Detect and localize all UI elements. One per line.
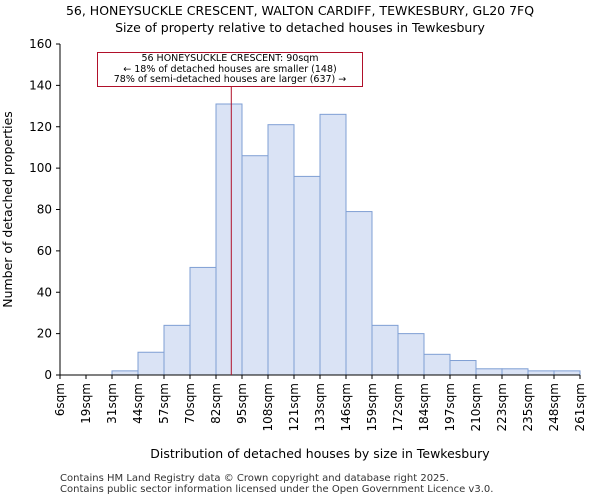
x-tick-label: 57sqm (157, 383, 171, 424)
x-tick-label: 108sqm (261, 383, 275, 431)
histogram-bar (111, 370, 139, 376)
y-tick-label: 20 (37, 327, 52, 341)
x-tick-label: 82sqm (209, 383, 223, 424)
histogram-bar (137, 351, 165, 376)
y-axis-label: Number of detached properties (0, 111, 15, 308)
y-tick-label: 140 (29, 78, 52, 92)
x-tick-label: 70sqm (183, 383, 197, 424)
x-tick-label: 197sqm (443, 383, 457, 431)
x-tick-label: 223sqm (495, 383, 509, 431)
histogram-bar (163, 324, 191, 376)
x-tick-label: 95sqm (235, 383, 249, 424)
histogram-bar (553, 370, 581, 376)
x-axis-label: Distribution of detached houses by size … (150, 446, 490, 461)
x-tick-label: 6sqm (53, 383, 67, 416)
footer-line-1: Contains HM Land Registry data © Crown c… (60, 473, 449, 484)
y-tick-label: 80 (37, 203, 52, 217)
x-tick-label: 31sqm (105, 383, 119, 424)
histogram-bar (267, 124, 295, 376)
y-tick-label: 60 (37, 244, 52, 258)
histogram-bar (215, 103, 243, 376)
x-tick-label: 235sqm (521, 383, 535, 431)
annotation-box: 56 HONEYSUCKLE CRESCENT: 90sqm ← 18% of … (97, 52, 363, 87)
x-tick-label: 210sqm (469, 383, 483, 431)
histogram-bar (345, 211, 373, 376)
histogram-bar (241, 155, 269, 376)
x-tick-label: 121sqm (287, 383, 301, 431)
histogram-bar (449, 360, 477, 376)
y-tick-label: 0 (44, 368, 52, 382)
annotation-line-2: ← 18% of detached houses are smaller (14… (123, 63, 337, 75)
y-tick-label: 160 (29, 37, 52, 51)
histogram-bar (501, 368, 529, 376)
x-tick-label: 19sqm (79, 383, 93, 424)
histogram-bar (423, 353, 451, 376)
chart-title: 56, HONEYSUCKLE CRESCENT, WALTON CARDIFF… (65, 3, 535, 18)
histogram-bar (293, 175, 321, 376)
y-tick-label: 120 (29, 120, 52, 134)
y-tick-label: 40 (37, 285, 52, 299)
x-tick-label: 248sqm (547, 383, 561, 431)
chart-subtitle: Size of property relative to detached ho… (115, 20, 485, 35)
x-tick-label: 133sqm (313, 383, 327, 431)
annotation-line-3: 78% of semi-detached houses are larger (… (113, 74, 347, 85)
x-tick-label: 184sqm (417, 383, 431, 431)
x-tick-label: 261sqm (573, 383, 587, 431)
histogram-bar (397, 333, 425, 376)
x-tick-label: 172sqm (391, 383, 405, 431)
histogram-bar (527, 370, 555, 376)
footer-line-2: Contains public sector information licen… (60, 484, 494, 495)
histogram-bar (475, 368, 503, 376)
histogram-bar (189, 266, 217, 376)
x-tick-label: 159sqm (365, 383, 379, 431)
annotation-line-1: 56 HONEYSUCKLE CRESCENT: 90sqm (141, 53, 319, 64)
histogram-bar (371, 324, 399, 376)
x-tick-label: 146sqm (339, 383, 353, 431)
x-tick-label: 44sqm (131, 383, 145, 424)
y-tick-label: 100 (29, 161, 52, 175)
histogram-bar (319, 113, 347, 376)
